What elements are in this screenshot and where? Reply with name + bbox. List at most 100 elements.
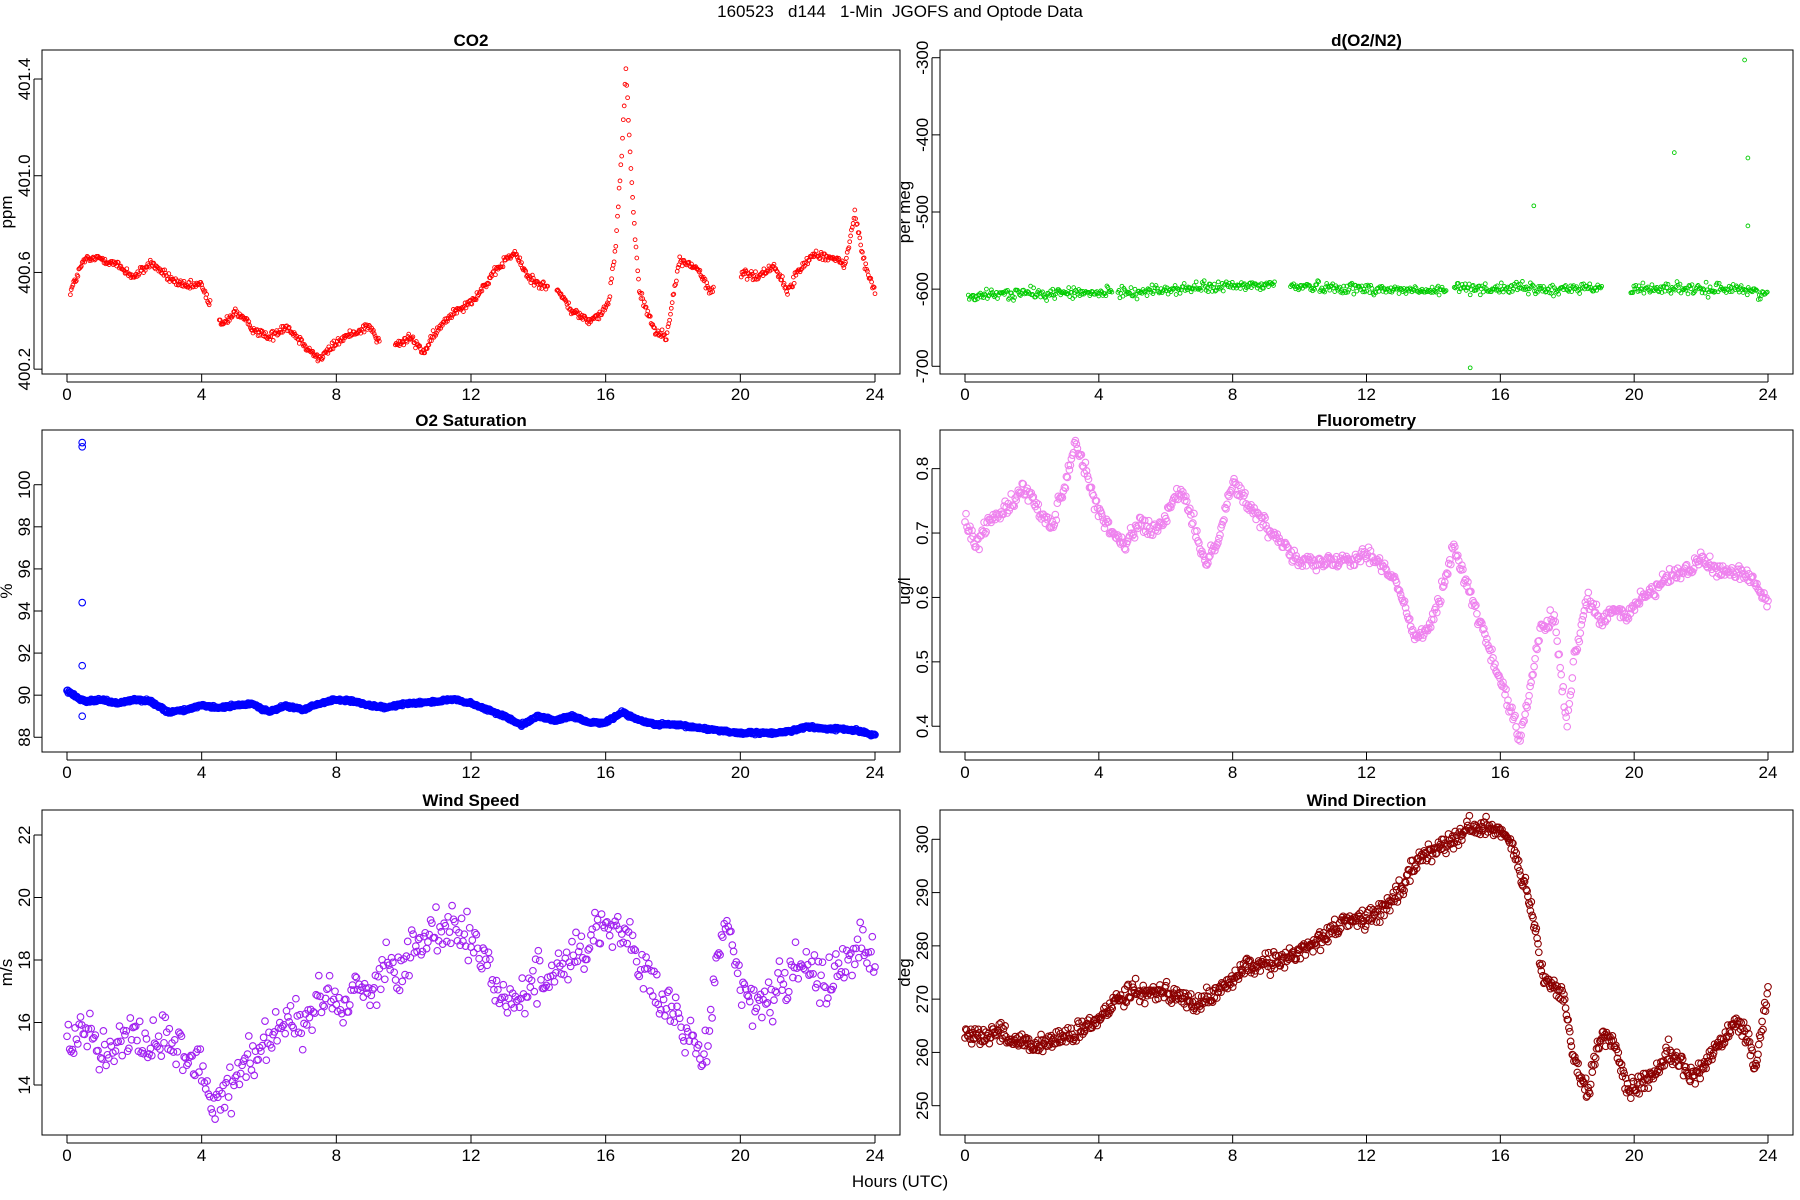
y-tick-label: 401.0 [15,154,34,197]
data-point [857,235,863,241]
data-point [1433,289,1439,295]
data-point [325,971,334,980]
data-point [397,339,403,344]
data-point [1683,287,1689,293]
data-point [147,257,153,263]
data-point [469,301,475,307]
data-point [1480,289,1486,295]
data-point [1259,281,1264,287]
x-tick-label: 4 [1094,763,1103,782]
data-point [1521,710,1529,719]
data-point [433,332,439,338]
panel-title: Fluorometry [1317,411,1417,430]
data-point [217,317,223,323]
data-point [325,351,331,356]
data-point [531,282,537,288]
data-point [655,328,661,334]
x-tick-label: 0 [62,763,71,782]
data-point [1703,279,1709,285]
data-point [1689,282,1695,288]
data-point [1563,722,1572,731]
data-point [149,1016,158,1024]
data-point [977,531,985,540]
data-point [1467,292,1473,298]
data-point [802,947,811,956]
data-point [1066,285,1072,290]
data-point [445,318,450,324]
data-point [1266,284,1271,289]
data-point [479,288,485,294]
data-point [1525,691,1533,700]
data-point [620,135,625,141]
y-tick-label: 96 [15,559,34,578]
data-point [639,984,648,993]
data-point [115,260,121,265]
data-point [1745,285,1751,290]
series-d(O2/N2) [965,57,1770,371]
data-point [1105,285,1111,290]
data-point [1432,288,1438,294]
data-point [564,975,572,984]
data-point [1677,281,1683,287]
data-point [1356,283,1362,289]
data-point [1367,290,1373,296]
data-point [635,268,641,274]
data-point [1324,281,1330,286]
data-point [1635,289,1641,294]
data-point [154,1032,163,1041]
x-tick-label: 8 [1228,763,1237,782]
data-point [783,994,792,1003]
y-axis-label: per meg [895,181,914,243]
data-point [626,117,631,123]
data-point [1443,288,1449,293]
data-point [1131,974,1140,983]
data-point [853,216,858,221]
x-tick-label: 16 [1491,1146,1510,1165]
data-point [102,1061,110,1070]
data-point [261,1017,269,1025]
data-point [854,221,860,227]
data-point [545,283,550,289]
data-point [1702,290,1708,296]
data-point [1214,539,1222,547]
data-point [503,1008,512,1017]
data-point [566,300,571,306]
data-point [1071,285,1077,290]
data-point [636,276,641,282]
data-point [784,289,789,294]
series-Fluorometry [961,436,1772,745]
x-tick-label: 4 [1094,385,1103,404]
data-point [615,204,621,210]
data-point [1188,289,1194,295]
data-point [99,1027,108,1035]
data-point [665,324,671,330]
data-point [1658,284,1664,290]
data-point [529,966,537,975]
data-point [626,917,634,926]
y-axis-label: m/s [0,959,16,986]
data-point [642,299,647,305]
data-point [1535,289,1540,295]
data-point [499,261,505,267]
data-point [1531,654,1539,663]
data-point [785,292,790,297]
data-point [1700,286,1706,292]
data-point [852,207,858,213]
data-point [157,1052,166,1060]
x-tick-label: 8 [1228,385,1237,404]
data-point [72,1035,81,1044]
data-point [331,987,339,996]
data-point [1033,294,1038,300]
data-point [764,978,773,987]
data-point [1557,670,1566,679]
data-point [566,962,575,971]
data-point [798,267,804,273]
data-point [1050,286,1056,292]
data-point [1553,637,1562,645]
data-point [299,337,305,343]
x-tick-label: 8 [332,385,341,404]
data-point [813,248,819,254]
outlier-point [1742,57,1747,63]
data-point [1322,289,1328,295]
